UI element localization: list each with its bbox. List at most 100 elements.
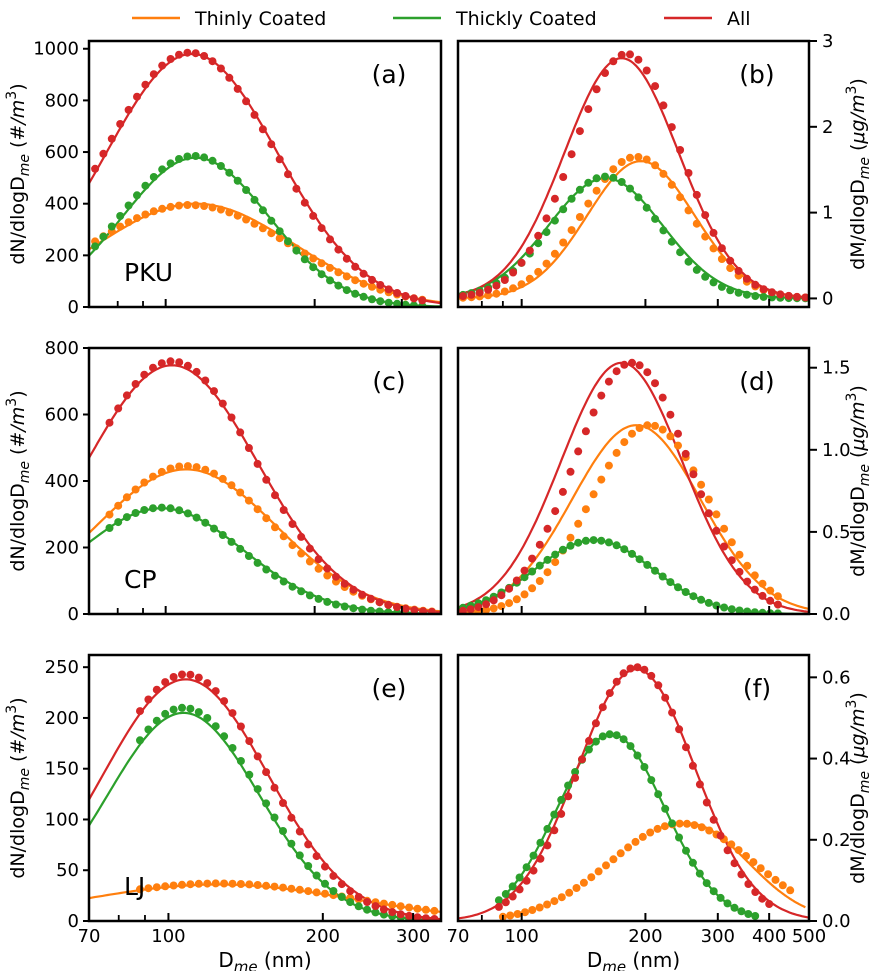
data-point-all-c: [114, 404, 123, 413]
data-point-all-f: [529, 866, 538, 875]
data-point-thinly-coated-f: [528, 906, 537, 914]
data-point-thickly-coated-b: [726, 286, 735, 295]
data-point-all-e: [144, 695, 153, 704]
data-point-thinly-coated-b: [626, 153, 634, 162]
data-point-thickly-coated-c: [262, 565, 271, 574]
data-point-thickly-coated-d: [574, 538, 583, 547]
data-point-thickly-coated-a: [200, 153, 209, 162]
y-axis-label-c: dN/dlogDme (#/m3): [4, 390, 33, 571]
data-point-thinly-coated-a: [351, 276, 360, 285]
x-tick-label-f: 300: [701, 926, 735, 947]
data-point-all-d: [528, 554, 537, 563]
data-point-thickly-coated-b: [676, 248, 685, 257]
data-point-all-f: [661, 693, 670, 702]
data-point-all-e: [329, 871, 338, 880]
data-point-all-a: [124, 105, 133, 114]
panel-tag-f: (f): [743, 674, 771, 703]
data-point-thickly-coated-f: [529, 851, 538, 860]
data-point-thinly-coated-c: [131, 485, 140, 494]
y-tick-label-e: 50: [56, 860, 79, 881]
data-point-thickly-coated-e: [253, 785, 262, 794]
data-point-thinly-coated-a: [250, 219, 259, 228]
fit-line-all-d: [458, 361, 809, 613]
data-point-all-c: [122, 391, 131, 400]
data-point-thickly-coated-f: [695, 869, 704, 878]
data-point-all-f: [494, 902, 503, 911]
data-point-thinly-coated-c: [166, 464, 175, 473]
data-point-all-d: [651, 379, 659, 388]
data-point-all-a: [359, 269, 368, 278]
data-point-thinly-coated-c: [122, 493, 131, 502]
data-point-thickly-coated-c: [375, 607, 384, 614]
data-point-thinly-coated-f: [550, 897, 559, 906]
data-point-all-b: [734, 266, 743, 275]
data-point-thinly-coated-e: [295, 885, 304, 894]
data-point-thickly-coated-a: [216, 162, 225, 170]
data-point-all-f: [578, 755, 586, 764]
data-point-thickly-coated-c: [218, 531, 227, 539]
data-point-thinly-coated-f: [786, 886, 795, 895]
data-point-all-e: [220, 697, 229, 706]
data-point-thickly-coated-e: [194, 708, 203, 717]
data-point-all-c: [201, 376, 210, 385]
data-point-all-d: [489, 596, 498, 605]
data-point-thickly-coated-d: [704, 598, 713, 607]
data-point-thickly-coated-d: [720, 603, 729, 612]
data-point-thickly-coated-f: [591, 737, 600, 746]
panel-tag-d: (d): [739, 367, 774, 396]
data-point-all-c: [340, 579, 349, 588]
data-point-thinly-coated-b: [592, 186, 601, 195]
y-tick-label-f: 0.0: [822, 911, 851, 932]
data-point-thickly-coated-d: [666, 578, 675, 587]
data-point-thinly-coated-d: [520, 590, 529, 599]
site-label-e: LJ: [124, 872, 145, 901]
data-point-thinly-coated-a: [368, 282, 376, 291]
data-point-thinly-coated-e: [287, 884, 296, 893]
data-point-thinly-coated-c: [253, 505, 262, 514]
data-point-thickly-coated-e: [321, 879, 329, 888]
plot-area-a: [89, 48, 441, 307]
data-point-all-a: [309, 211, 318, 220]
data-point-thinly-coated-c: [183, 462, 192, 471]
data-point-all-e: [211, 687, 220, 696]
data-point-all-a: [208, 57, 217, 66]
y-tick-label-e: 100: [45, 809, 79, 830]
panel-b: 0 1 2 3 dM/dlogDme (μg/m3) (b): [456, 31, 873, 309]
data-point-thickly-coated-b: [534, 239, 543, 248]
data-point-thinly-coated-d: [674, 441, 682, 450]
data-point-thinly-coated-d: [697, 480, 706, 489]
data-point-thinly-coated-e: [312, 888, 321, 897]
data-point-all-b: [584, 105, 593, 114]
data-point-thickly-coated-d: [674, 583, 682, 592]
data-point-thickly-coated-b: [550, 216, 559, 225]
data-point-all-d: [574, 447, 583, 456]
data-point-thinly-coated-b: [701, 232, 710, 241]
data-point-thickly-coated-c: [314, 594, 323, 603]
data-point-all-f: [744, 880, 753, 888]
data-point-all-b: [659, 101, 668, 110]
data-point-thinly-coated-c: [105, 510, 114, 519]
data-point-thinly-coated-f: [631, 837, 640, 846]
data-point-thickly-coated-c: [305, 591, 314, 600]
data-point-thickly-coated-a: [225, 168, 234, 177]
data-point-thickly-coated-c: [192, 513, 201, 522]
data-point-all-a: [368, 275, 376, 284]
data-point-thinly-coated-e: [304, 887, 313, 896]
data-point-thinly-coated-f: [778, 881, 787, 890]
data-point-all-d: [543, 524, 552, 533]
data-point-thickly-coated-c: [288, 582, 297, 591]
data-point-thickly-coated-a: [275, 227, 284, 236]
data-point-all-e: [379, 905, 388, 914]
data-point-all-d: [628, 358, 636, 367]
data-point-thickly-coated-e: [161, 709, 170, 718]
data-point-thinly-coated-c: [114, 501, 123, 510]
data-point-thinly-coated-a: [334, 268, 343, 277]
data-point-thickly-coated-b: [701, 272, 710, 281]
data-point-thickly-coated-f: [550, 810, 559, 819]
data-point-all-e: [430, 915, 439, 921]
data-point-all-b: [575, 127, 584, 136]
data-point-all-c: [288, 520, 297, 528]
data-point-all-d: [512, 576, 521, 585]
y-axis-label-d: dM/dlogDme (μg/m3): [844, 385, 873, 577]
